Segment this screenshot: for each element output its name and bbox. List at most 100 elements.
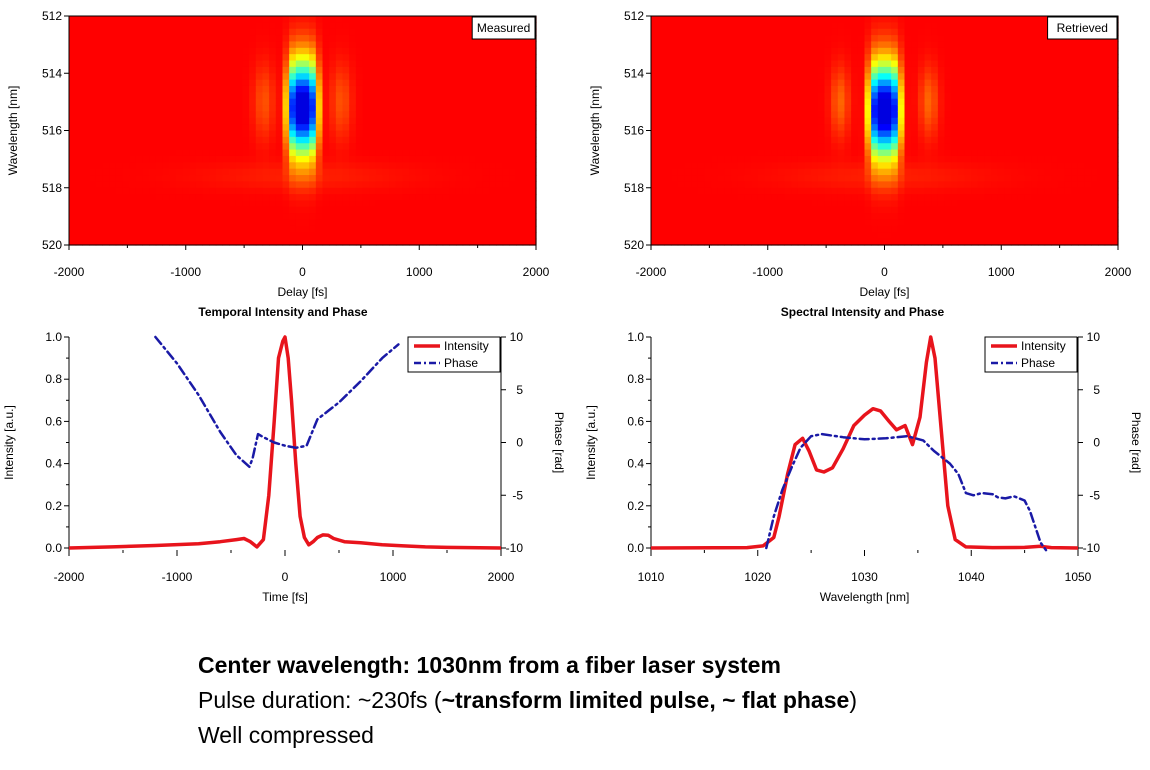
heatmap-cell <box>409 22 417 30</box>
heatmap-cell <box>784 136 792 144</box>
heatmap-cell <box>971 16 979 23</box>
heatmap-cell <box>791 41 799 49</box>
heatmap-cell <box>222 194 230 202</box>
heatmap-cell <box>971 105 979 113</box>
heatmap-cell <box>857 47 866 55</box>
heatmap-cell <box>182 41 190 49</box>
heatmap-cell <box>249 35 257 43</box>
heatmap-cell <box>937 130 946 138</box>
heatmap-cell <box>69 187 77 195</box>
heatmap-cell <box>382 155 390 163</box>
heatmap-cell <box>215 22 224 30</box>
heatmap-cell <box>455 194 464 202</box>
heatmap-cell <box>764 47 772 55</box>
heatmap-cell <box>415 22 424 30</box>
heatmap-cell <box>884 149 892 157</box>
heatmap-cell <box>731 200 739 208</box>
heatmap-cell <box>697 149 705 157</box>
heatmap-cell <box>242 213 250 221</box>
heatmap-cell <box>149 124 157 132</box>
heatmap-cell <box>369 175 377 182</box>
heatmap-cell <box>475 66 484 74</box>
heatmap-cell <box>122 124 130 132</box>
heatmap-cell <box>395 143 404 151</box>
heatmap-cell <box>162 85 170 93</box>
heatmap-cell <box>369 149 377 157</box>
heatmap-cell <box>509 98 517 106</box>
heatmap-cell <box>322 143 330 151</box>
heatmap-cell <box>349 213 357 221</box>
heatmap-cell <box>109 225 117 233</box>
heatmap-cell <box>884 111 892 119</box>
x-tick-label: 2000 <box>523 265 550 279</box>
heatmap-cell <box>275 225 284 233</box>
heatmap-cell <box>664 232 672 240</box>
heatmap-cell <box>1057 66 1066 74</box>
heatmap-cell <box>269 162 277 170</box>
heatmap-cell <box>262 16 270 23</box>
heatmap-cell <box>409 92 417 100</box>
heatmap-cell <box>475 162 484 170</box>
heatmap-cell <box>824 22 832 30</box>
heatmap-cell <box>1031 238 1039 246</box>
heatmap-cell <box>422 111 430 119</box>
heatmap-cell <box>509 213 517 221</box>
heatmap-cell <box>744 225 752 233</box>
heatmap-cell <box>269 213 277 221</box>
heatmap-cell <box>831 66 839 74</box>
heatmap-cell <box>1057 213 1066 221</box>
heatmap-cell <box>189 232 197 240</box>
heatmap-cell <box>229 92 237 100</box>
heatmap-cell <box>904 181 912 189</box>
heatmap-cell <box>355 35 364 43</box>
heatmap-cell <box>991 219 999 227</box>
heatmap-cell <box>315 98 324 106</box>
heatmap-cell <box>951 225 959 233</box>
heatmap-cell <box>129 22 137 30</box>
heatmap-cell <box>917 35 926 43</box>
heatmap-cell <box>449 124 457 132</box>
heatmap-cell <box>737 219 745 227</box>
heatmap-cell <box>1051 79 1059 87</box>
heatmap-cell <box>449 60 457 68</box>
heatmap-cell <box>737 149 745 157</box>
heatmap-cell <box>215 155 224 163</box>
heatmap-cell <box>884 238 892 246</box>
heatmap-cell <box>275 41 284 49</box>
heatmap-cell <box>429 194 437 202</box>
heatmap-cell <box>711 130 719 138</box>
heatmap-cell <box>851 200 859 208</box>
heatmap-cell <box>777 105 786 113</box>
heatmap-cell <box>255 105 264 113</box>
heatmap-cell <box>375 117 384 125</box>
heatmap-cell <box>282 98 290 106</box>
heatmap-cell <box>402 124 410 132</box>
heatmap-cell <box>1017 35 1026 43</box>
heatmap-cell <box>1031 98 1039 106</box>
heatmap-cell <box>409 60 417 68</box>
heatmap-cell <box>369 28 377 36</box>
heatmap-cell <box>522 168 530 176</box>
heatmap-cell <box>209 117 217 125</box>
heatmap-cell <box>522 149 530 157</box>
heatmap-cell <box>502 105 510 113</box>
heatmap-cell <box>797 117 806 125</box>
heatmap-cell <box>684 175 692 182</box>
heatmap-cell <box>924 98 932 106</box>
heatmap-cell <box>704 73 712 81</box>
heatmap-cell <box>977 35 986 43</box>
heatmap-cell <box>182 85 190 93</box>
heatmap-cell <box>155 168 163 176</box>
heatmap-cell <box>429 35 437 43</box>
heatmap-cell <box>169 130 177 138</box>
heatmap-cell <box>811 98 819 106</box>
heatmap-cell <box>495 92 504 100</box>
heatmap-cell <box>89 54 97 62</box>
heatmap-cell <box>751 60 759 68</box>
heatmap-cell <box>289 187 297 195</box>
heatmap-cell <box>904 79 912 87</box>
heatmap-cell <box>362 232 370 240</box>
heatmap-cell <box>222 85 230 93</box>
heatmap-cell <box>315 124 324 132</box>
heatmap-cell <box>697 143 705 151</box>
